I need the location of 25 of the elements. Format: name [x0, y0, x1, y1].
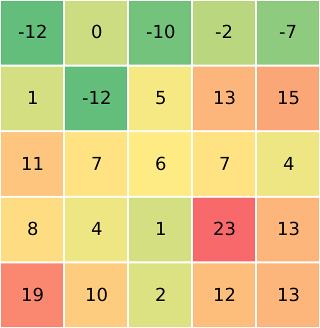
- data-label: 13: [277, 285, 300, 306]
- data-label: 0: [91, 22, 102, 43]
- data-label: 7: [91, 154, 102, 175]
- data-label: 4: [91, 219, 102, 240]
- data-label: 1: [27, 88, 38, 109]
- data-label: 10: [85, 285, 108, 306]
- data-label: 12: [213, 285, 236, 306]
- data-label: 1: [155, 219, 166, 240]
- data-label: 6: [155, 154, 166, 175]
- data-label: 13: [213, 88, 236, 109]
- data-label: -10: [146, 22, 176, 43]
- data-label: 23: [213, 219, 236, 240]
- data-label: 2: [155, 285, 166, 306]
- data-label: -12: [18, 22, 48, 43]
- data-label: 7: [219, 154, 230, 175]
- data-label: 11: [21, 154, 44, 175]
- data-label: 4: [283, 154, 294, 175]
- data-label: -12: [82, 88, 112, 109]
- data-label: 15: [277, 88, 300, 109]
- data-label: -2: [215, 22, 233, 43]
- data-label: 19: [21, 285, 44, 306]
- data-label: 5: [155, 88, 166, 109]
- data-label: -7: [279, 22, 297, 43]
- data-label: 13: [277, 219, 300, 240]
- data-label: 8: [27, 219, 38, 240]
